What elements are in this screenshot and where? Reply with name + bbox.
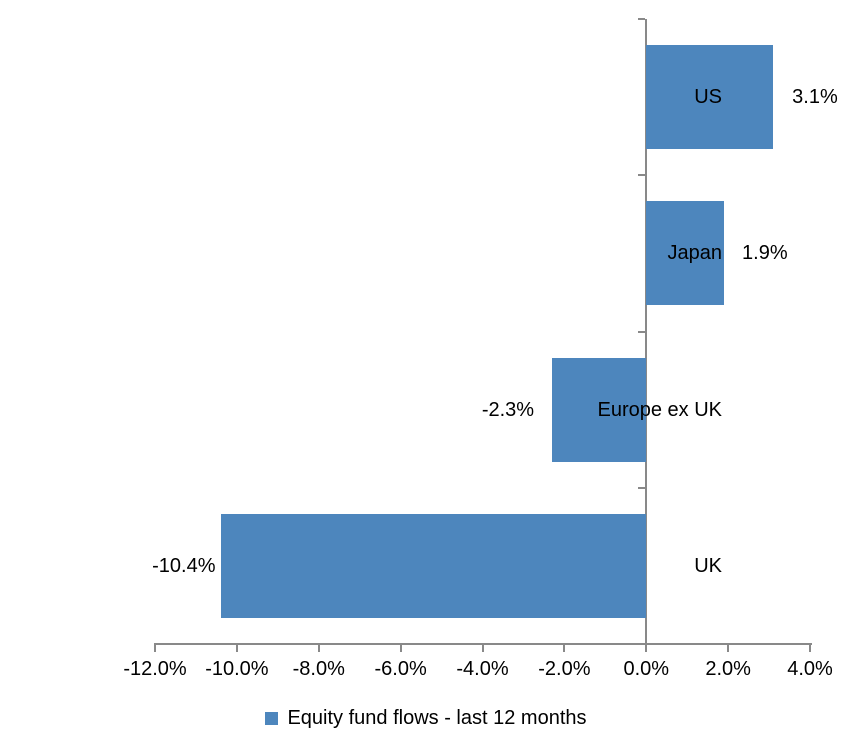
- x-axis-tick: [481, 643, 484, 652]
- data-label: 1.9%: [742, 242, 788, 265]
- x-axis-tick: [235, 643, 238, 652]
- legend: Equity fund flows - last 12 months: [0, 703, 852, 733]
- bar-europe-ex-uk: [552, 357, 647, 462]
- y-axis-tick: [638, 18, 646, 20]
- data-label: 3.1%: [792, 86, 838, 109]
- x-axis-tick: [809, 643, 811, 652]
- category-label: Japan: [667, 242, 723, 265]
- x-axis-tick-label: 4.0%: [787, 658, 833, 680]
- x-axis-tick: [154, 643, 156, 652]
- bar-japan: [646, 201, 725, 306]
- x-axis-tick-label: -4.0%: [456, 658, 509, 680]
- y-axis-tick: [638, 486, 646, 489]
- y-axis-tick: [638, 174, 646, 177]
- category-label: Europe ex UK: [597, 398, 722, 421]
- x-axis-tick: [563, 643, 566, 652]
- category-label: UK: [694, 554, 722, 577]
- x-axis-tick: [727, 643, 730, 652]
- value-axis-line: [155, 643, 812, 645]
- x-axis-tick-label: -2.0%: [538, 658, 591, 680]
- category-label: US: [694, 86, 722, 109]
- category-axis-line: [645, 19, 648, 652]
- bar-uk: [220, 513, 647, 618]
- x-axis-tick-label: 0.0%: [623, 658, 670, 680]
- x-axis-tick: [317, 643, 320, 652]
- x-axis-tick-label: -6.0%: [374, 658, 427, 680]
- x-axis-tick: [399, 643, 402, 652]
- x-axis-tick-label: -12.0%: [123, 658, 187, 680]
- x-axis-tick-label: -10.0%: [205, 658, 269, 680]
- x-axis-tick-label: -8.0%: [292, 658, 345, 680]
- legend-marker-swatch: [265, 711, 279, 725]
- data-label: -2.3%: [481, 398, 535, 421]
- legend-label: Equity fund flows - last 12 months: [287, 707, 587, 729]
- x-axis-tick-label: 2.0%: [705, 658, 751, 680]
- y-axis-tick: [638, 330, 646, 333]
- bar-us: [646, 45, 774, 150]
- data-label: -10.4%: [152, 554, 216, 577]
